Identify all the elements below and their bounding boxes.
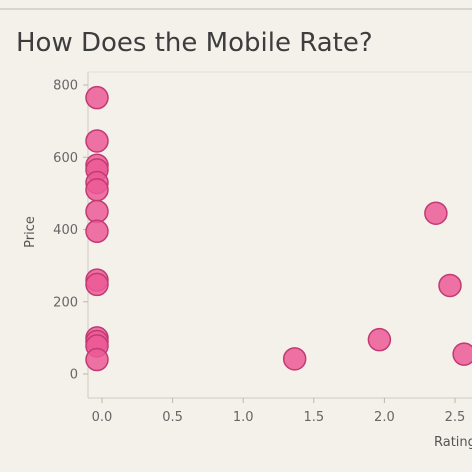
data-point [85,199,109,224]
x-tick-label: 2.0 [374,410,395,425]
x-tick-label: 0.5 [162,410,183,425]
data-point [85,85,109,110]
data-points [85,85,472,372]
tick-labels: 0 200 400 600 800 0.0 0.5 1.0 1.5 2.0 2.5 Rating Pri… [23,79,472,451]
data-point [85,272,109,297]
y-tick-label: 600 [53,151,78,166]
y-tick-label: 800 [53,79,78,94]
x-tick-label: 1.0 [233,410,254,425]
top-divider [0,8,472,10]
data-point [282,347,307,371]
data-point [424,201,448,225]
data-point [85,178,109,202]
x-axis-label: Rating [434,435,472,450]
x-tick-label: 1.5 [303,410,324,425]
x-tick-label: 0.0 [92,410,113,425]
data-point [452,342,472,366]
y-tick-label: 400 [53,223,78,238]
x-tick-label: 2.5 [445,410,466,425]
chart-title: How Does the Mobile Rate? [16,28,373,58]
axes [83,71,472,403]
data-point [85,219,109,244]
data-point [438,273,462,298]
data-point [85,129,109,153]
data-point [85,347,109,372]
y-tick-label: 0 [70,368,78,383]
y-tick-label: 200 [53,295,78,310]
data-point [367,327,392,352]
y-axis-label: Price [23,216,38,248]
